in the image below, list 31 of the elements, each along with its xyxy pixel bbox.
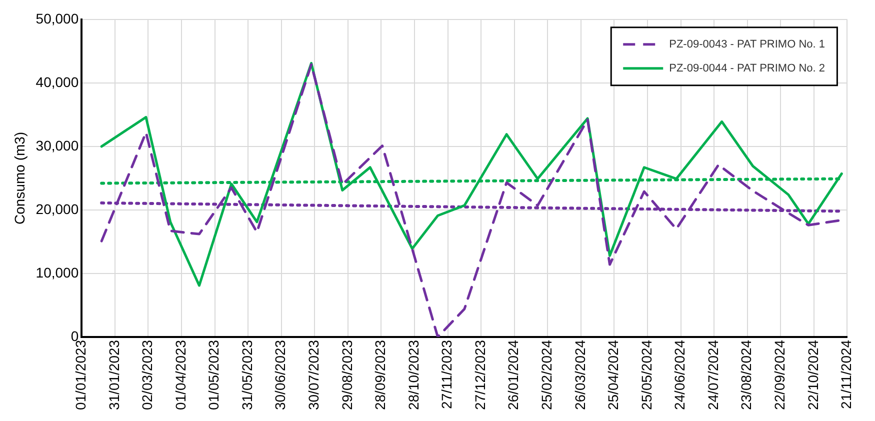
x-tick-label: 27/11/2023 xyxy=(438,340,455,409)
x-tick-label: 22/10/2024 xyxy=(804,340,821,410)
legend-label: PZ-09-0044 - PAT PRIMO No. 2 xyxy=(669,62,826,74)
x-tick-label: 02/03/2023 xyxy=(139,340,156,410)
x-tick-label: 25/05/2024 xyxy=(638,340,654,410)
y-axis-title: Consumo (m3) xyxy=(11,132,28,224)
y-tick-label: 40,000 xyxy=(36,74,79,90)
x-tick-label: 25/04/2024 xyxy=(605,340,622,410)
y-tick-label: 50,000 xyxy=(36,10,79,26)
y-tick-label: 10,000 xyxy=(36,264,79,280)
x-tick-label: 21/11/2024 xyxy=(838,340,854,409)
x-tick-label: 01/04/2023 xyxy=(172,340,188,410)
x-tick-label: 25/02/2024 xyxy=(538,340,554,410)
x-tick-label: 31/01/2023 xyxy=(106,340,122,410)
legend-label: PZ-09-0043 - PAT PRIMO No. 1 xyxy=(669,38,826,50)
x-tick-label: 30/07/2023 xyxy=(305,340,322,410)
x-tick-label: 26/01/2024 xyxy=(505,340,522,410)
x-tick-label: 27/12/2023 xyxy=(472,340,488,410)
y-tick-label: 20,000 xyxy=(36,200,79,217)
x-tick-label: 31/05/2023 xyxy=(238,340,255,410)
x-tick-label: 28/09/2023 xyxy=(372,340,388,410)
x-tick-label: 24/06/2024 xyxy=(672,340,688,410)
x-tick-label: 26/03/2024 xyxy=(572,340,588,410)
x-tick-label: 23/08/2024 xyxy=(738,340,754,410)
x-tick-label: 30/06/2023 xyxy=(272,340,288,410)
x-tick-label: 28/10/2023 xyxy=(405,340,422,410)
x-tick-label: 22/09/2024 xyxy=(771,340,788,410)
x-tick-label: 24/07/2024 xyxy=(704,340,721,410)
x-tick-label: 01/05/2023 xyxy=(206,340,222,410)
y-tick-label: 30,000 xyxy=(36,137,79,154)
x-tick-label: 29/08/2023 xyxy=(338,340,355,410)
